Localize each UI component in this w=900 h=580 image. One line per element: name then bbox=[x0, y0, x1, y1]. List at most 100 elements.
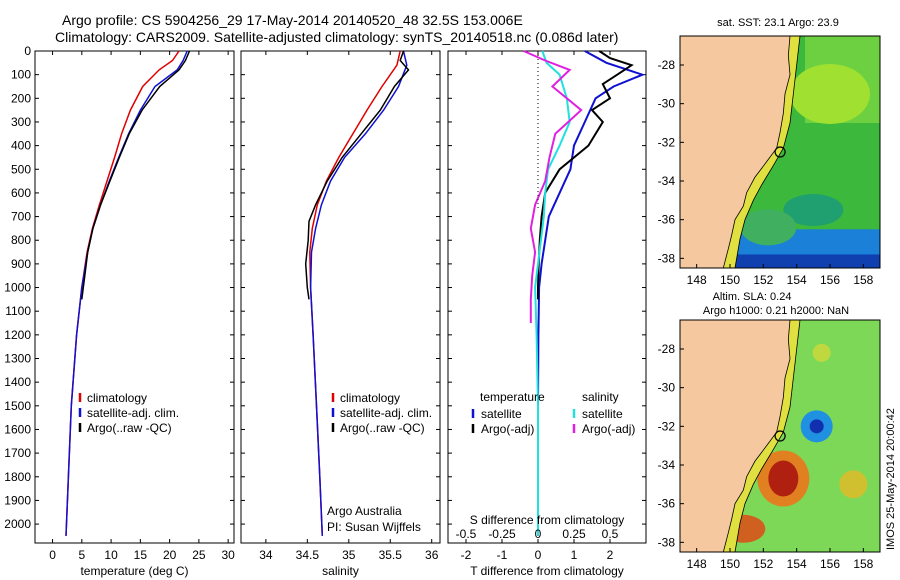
shelf-contour bbox=[734, 35, 801, 269]
series-line-salinity-argo--adj- bbox=[523, 50, 583, 323]
y-tick-label: 0 bbox=[24, 44, 31, 58]
series-line-argo---raw--qc- bbox=[81, 50, 191, 300]
y-tick-label: 1300 bbox=[4, 352, 31, 366]
map-frame bbox=[679, 35, 881, 269]
title-line-1: Argo profile: CS 5904256_29 17-May-2014 … bbox=[62, 12, 523, 28]
map-x-tick-label: 152 bbox=[753, 273, 773, 287]
x-tick-label: -1 bbox=[497, 548, 508, 562]
y-tick-label: 400 bbox=[11, 139, 31, 153]
x-axis-label: salinity bbox=[322, 564, 359, 578]
map-y-tick-label: -32 bbox=[658, 135, 676, 149]
x-tick-label: 1 bbox=[571, 548, 578, 562]
legend-entry: satellite bbox=[582, 407, 623, 421]
legend-entry: satellite bbox=[481, 407, 522, 421]
legend-entry: satellite-adj. clim. bbox=[87, 406, 179, 420]
map-x-tick-label: 148 bbox=[687, 273, 707, 287]
legend-entry: Argo(-adj) bbox=[582, 422, 635, 436]
map-y-tick-label: -30 bbox=[658, 381, 676, 395]
map-y-tick-label: -36 bbox=[658, 213, 676, 227]
map-y-tick-label: -30 bbox=[658, 97, 676, 111]
sst-warm-patch bbox=[790, 64, 870, 124]
x-tick-label: 10 bbox=[104, 548, 118, 562]
map-x-tick-label: 158 bbox=[853, 557, 873, 571]
plot-frame-0 bbox=[34, 50, 235, 544]
salinity-tick-label: 0.25 bbox=[562, 527, 586, 541]
x-tick-label: 5 bbox=[78, 548, 85, 562]
x-tick-label: 0 bbox=[49, 548, 56, 562]
series-line-temperature-argo--adj- bbox=[537, 50, 634, 300]
series-line-salinity-satellite bbox=[534, 50, 571, 536]
x-tick-label: 36 bbox=[425, 548, 439, 562]
map-y-tick-label: -28 bbox=[658, 58, 676, 72]
sst-eddy bbox=[740, 209, 797, 246]
y-tick-label: 1400 bbox=[4, 375, 31, 389]
y-tick-label: 200 bbox=[11, 91, 31, 105]
y-tick-label: 1900 bbox=[4, 493, 31, 507]
y-tick-label: 900 bbox=[11, 257, 31, 271]
y-tick-label: 1700 bbox=[4, 446, 31, 460]
sla-north-eddy bbox=[812, 343, 831, 362]
map-x-tick-label: 156 bbox=[820, 557, 840, 571]
sla-map-subtitle: Argo h1000: 0.21 h2000: NaN bbox=[703, 305, 849, 317]
map-x-tick-label: 156 bbox=[820, 273, 840, 287]
y-tick-label: 1800 bbox=[4, 470, 31, 484]
y-tick-label: 800 bbox=[11, 233, 31, 247]
salinity-tick-label: 0.5 bbox=[602, 527, 619, 541]
series-line-temperature-satellite bbox=[537, 50, 646, 536]
plot-frame-1 bbox=[240, 50, 441, 544]
x-tick-label: -2 bbox=[461, 548, 472, 562]
legend-entry: Argo(..raw -QC) bbox=[87, 421, 172, 435]
map-y-tick-label: -34 bbox=[658, 458, 676, 472]
legend-entry: satellite-adj. clim. bbox=[340, 406, 432, 420]
x-tick-label: 30 bbox=[221, 548, 235, 562]
legend-entry: climatology bbox=[340, 391, 400, 405]
series-line-argo---raw--qc- bbox=[304, 50, 410, 300]
salinity-axis-label: S difference from climatology bbox=[470, 513, 625, 527]
map-x-tick-label: 148 bbox=[687, 557, 707, 571]
legend-title-salinity: salinity bbox=[582, 390, 619, 404]
salinity-tick-label: -0.25 bbox=[488, 527, 516, 541]
plot-frame-2 bbox=[447, 50, 647, 544]
timestamp-stamp: IMOS 25-May-2014 20:00:42 bbox=[885, 408, 897, 550]
x-tick-label: 34 bbox=[259, 548, 273, 562]
x-tick-label: 25 bbox=[192, 548, 206, 562]
series-line-satellite-adj--clim- bbox=[65, 50, 188, 536]
y-tick-label: 1600 bbox=[4, 422, 31, 436]
map-x-tick-label: 154 bbox=[787, 273, 807, 287]
map-x-tick-label: 150 bbox=[720, 273, 740, 287]
sla-east-eddy bbox=[839, 470, 868, 499]
x-tick-label: 35.5 bbox=[379, 548, 403, 562]
y-tick-label: 1100 bbox=[5, 304, 31, 318]
y-tick-label: 1000 bbox=[4, 281, 31, 295]
map-y-tick-label: -34 bbox=[658, 174, 676, 188]
series-line-satellite-adj--clim- bbox=[309, 50, 408, 536]
y-tick-label: 500 bbox=[11, 162, 31, 176]
series-line-climatology bbox=[309, 50, 401, 536]
y-tick-label: 600 bbox=[11, 186, 31, 200]
x-axis-label: T difference from climatology bbox=[470, 564, 624, 578]
title-line-2: Climatology: CARS2009. Satellite-adjuste… bbox=[55, 29, 619, 45]
legend-entry: climatology bbox=[87, 391, 147, 405]
y-tick-label: 700 bbox=[11, 210, 31, 224]
x-tick-label: 20 bbox=[163, 548, 177, 562]
x-tick-label: 2 bbox=[607, 548, 614, 562]
sst-map-title: sat. SST: 23.1 Argo: 23.9 bbox=[717, 17, 839, 29]
map-x-tick-label: 158 bbox=[853, 273, 873, 287]
map-y-tick-label: -32 bbox=[658, 419, 676, 433]
argo-float-marker bbox=[774, 430, 786, 442]
x-tick-label: 0 bbox=[535, 548, 542, 562]
map-frame bbox=[679, 319, 881, 553]
legend-title-temperature: temperature bbox=[480, 390, 545, 404]
salinity-tick-label: 0 bbox=[535, 527, 542, 541]
salinity-tick-label: -0.5 bbox=[456, 527, 477, 541]
y-tick-label: 1200 bbox=[4, 328, 31, 342]
legend-entry: Argo(-adj) bbox=[481, 422, 534, 436]
map-y-tick-label: -38 bbox=[658, 535, 676, 549]
sla-low-core bbox=[809, 419, 824, 434]
sla-map-title: Altim. SLA: 0.24 bbox=[713, 291, 792, 303]
y-tick-label: 2000 bbox=[4, 517, 31, 531]
legend-entry: Argo(..raw -QC) bbox=[340, 421, 425, 435]
map-x-tick-label: 150 bbox=[720, 557, 740, 571]
y-tick-label: 100 bbox=[11, 68, 31, 82]
